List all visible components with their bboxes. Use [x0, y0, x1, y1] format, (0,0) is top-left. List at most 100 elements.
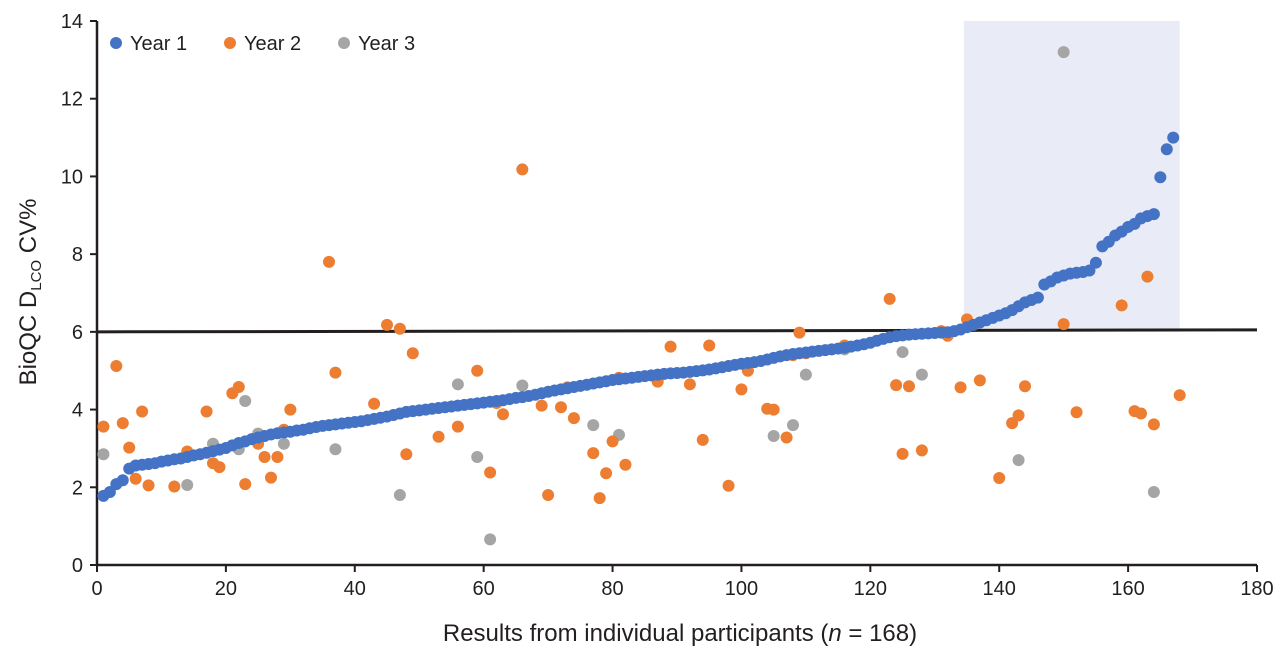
data-point-year-3 — [471, 450, 484, 463]
data-point-year-2 — [271, 450, 284, 463]
data-point-year-1 — [1089, 256, 1102, 269]
x-tick-label: 100 — [725, 578, 758, 600]
data-point-year-2 — [896, 447, 909, 460]
data-point-year-2 — [555, 401, 567, 414]
y-axis-title-suffix: CV% — [15, 199, 42, 260]
data-point-year-2 — [1173, 389, 1186, 402]
data-point-year-3 — [1057, 46, 1070, 59]
data-point-year-2 — [516, 163, 529, 176]
data-point-year-2 — [722, 479, 735, 492]
x-axis-title-suffix: = 168) — [842, 620, 917, 647]
legend-label-year-3: Year 3 — [358, 33, 415, 55]
legend-marker-year-1 — [110, 37, 122, 49]
data-point-year-3 — [1147, 485, 1160, 498]
threshold-line — [96, 328, 1258, 334]
data-point-year-2 — [136, 405, 149, 418]
y-axis-title-prefix: BioQC D — [15, 291, 42, 386]
data-point-year-3 — [1012, 454, 1025, 467]
x-tick-label: 40 — [344, 578, 366, 600]
data-point-year-1 — [116, 474, 129, 487]
data-point-year-2 — [664, 340, 677, 353]
data-point-year-2 — [780, 431, 793, 444]
y-tick-label: 4 — [72, 400, 83, 422]
data-point-year-2 — [683, 378, 696, 391]
y-tick-label: 10 — [61, 166, 83, 188]
x-axis-title: Results from individual participants (n … — [443, 620, 917, 647]
data-point-year-2 — [593, 492, 606, 505]
data-point-year-2 — [393, 322, 406, 335]
data-point-year-2 — [329, 366, 342, 379]
data-point-year-2 — [168, 480, 181, 493]
data-point-year-1 — [1167, 131, 1180, 144]
data-point-year-2 — [793, 326, 806, 339]
data-point-year-2 — [703, 339, 716, 352]
data-point-year-3 — [915, 368, 928, 381]
y-tick-label: 6 — [72, 322, 83, 344]
data-point-year-2 — [1057, 318, 1070, 331]
data-point-year-3 — [896, 346, 909, 359]
data-point-year-3 — [97, 448, 110, 461]
data-point-year-3 — [516, 379, 529, 392]
data-point-year-2 — [97, 420, 110, 433]
x-axis-title-prefix: Results from individual participants ( — [443, 620, 829, 647]
data-point-year-2 — [735, 383, 748, 396]
y-tick-label: 8 — [72, 244, 83, 266]
data-point-year-2 — [265, 471, 277, 484]
data-point-year-2 — [200, 405, 213, 418]
data-point-year-2 — [954, 381, 967, 394]
data-point-year-3 — [239, 395, 252, 408]
x-tick-label: 80 — [601, 578, 623, 600]
data-point-year-2 — [451, 420, 464, 433]
shaded-region-layer — [963, 21, 1180, 332]
data-point-year-2 — [1019, 380, 1031, 393]
data-point-year-2 — [432, 430, 445, 443]
data-point-year-2 — [587, 447, 600, 460]
data-point-year-1 — [1160, 143, 1173, 156]
data-point-year-2 — [1141, 270, 1154, 283]
x-tick-label: 120 — [854, 578, 887, 600]
data-point-year-2 — [600, 467, 613, 480]
legend-marker-year-2 — [224, 37, 236, 49]
data-point-year-2 — [567, 412, 580, 425]
data-point-year-3 — [329, 443, 342, 456]
threshold-line-layer — [96, 328, 1258, 334]
data-points-layer — [97, 46, 1186, 546]
x-tick-label: 0 — [91, 578, 102, 600]
data-point-year-2 — [239, 478, 252, 491]
data-point-year-2 — [993, 471, 1006, 484]
ticks-layer: 0 20 40 60 80 100 120 140 160 180 0 2 4 6 8 10 12 14 — [61, 11, 1274, 600]
x-axis-title-italic: n — [828, 620, 841, 647]
x-tick-label: 20 — [215, 578, 237, 600]
data-point-year-3 — [767, 429, 780, 442]
x-tick-label: 140 — [983, 578, 1016, 600]
data-point-year-2 — [1012, 409, 1025, 422]
x-tick-label: 160 — [1111, 578, 1144, 600]
data-point-year-2 — [767, 403, 780, 416]
data-point-year-3 — [787, 419, 799, 432]
y-tick-label: 12 — [61, 89, 83, 111]
y-tick-label: 0 — [72, 555, 83, 577]
data-point-year-2 — [213, 461, 226, 474]
data-point-year-2 — [484, 466, 497, 479]
data-point-year-2 — [110, 360, 123, 373]
axes-layer — [95, 21, 1257, 567]
legend-label-year-2: Year 2 — [244, 33, 301, 55]
data-point-year-2 — [471, 364, 484, 377]
y-axis-title: BioQC DLCO CV% — [15, 199, 45, 386]
data-point-year-2 — [1147, 418, 1160, 431]
y-axis-title-subscript: LCO — [28, 260, 45, 291]
data-point-year-2 — [323, 255, 335, 268]
data-point-year-2 — [696, 433, 709, 446]
legend-label-year-1: Year 1 — [130, 33, 187, 55]
data-point-year-2 — [497, 408, 509, 421]
data-point-year-3 — [181, 478, 194, 491]
data-point-year-1 — [1154, 171, 1167, 184]
data-point-year-2 — [903, 380, 915, 393]
data-point-year-2 — [142, 479, 155, 492]
highlight-region — [963, 21, 1180, 332]
data-point-year-2 — [1070, 406, 1083, 419]
data-point-year-2 — [368, 397, 381, 410]
data-point-year-2 — [535, 399, 548, 412]
data-point-year-2 — [116, 417, 129, 430]
data-point-year-3 — [277, 437, 290, 450]
